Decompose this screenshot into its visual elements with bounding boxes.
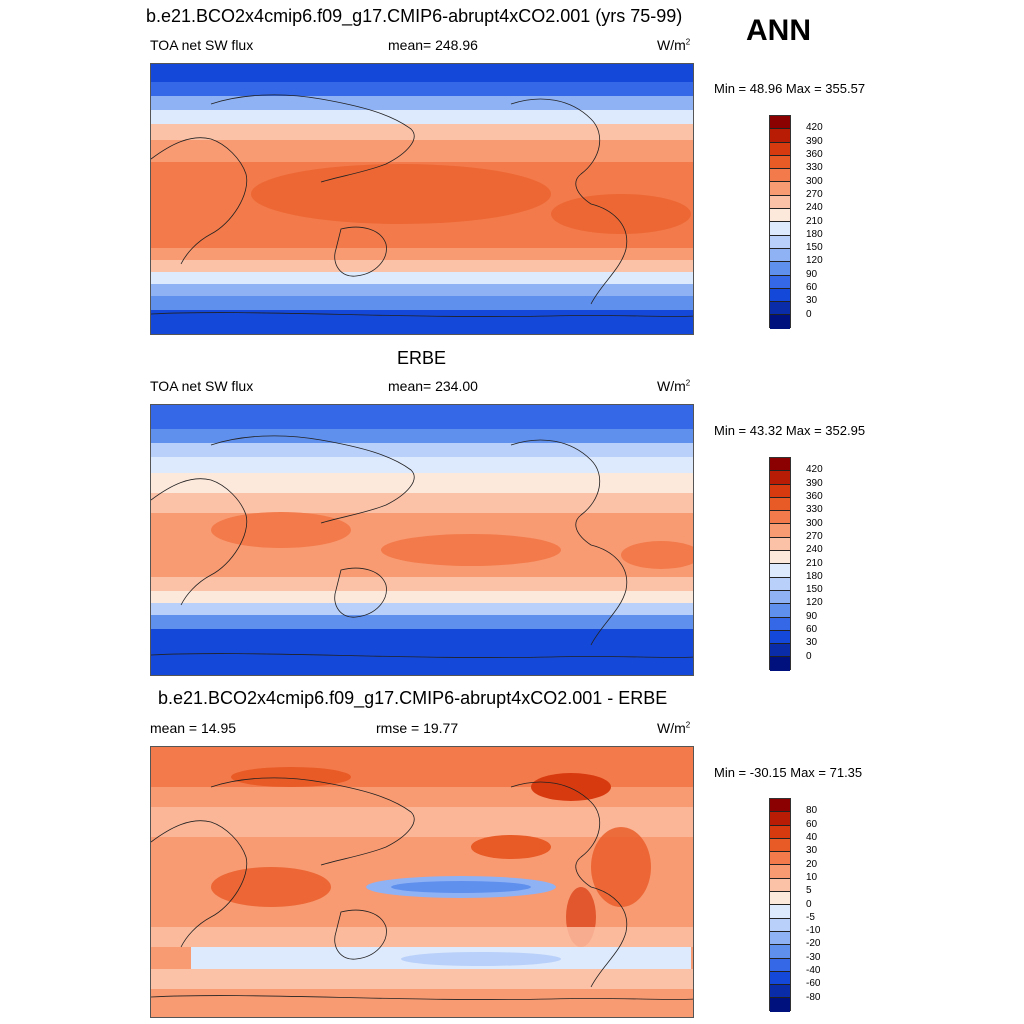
colorbar-tick-label: 270 xyxy=(806,188,823,200)
colorbar-tick-label: 210 xyxy=(806,557,823,569)
colorbar-tick-label: 90 xyxy=(806,268,818,280)
panel3-title: b.e21.BCO2x4cmip6.f09_g17.CMIP6-abrupt4x… xyxy=(158,688,668,708)
colorbar-tick-label: -80 xyxy=(806,991,821,1003)
colorbar-tick-label: 40 xyxy=(806,831,818,843)
colorbar-tick-label: 0 xyxy=(806,898,812,910)
colorbar-tick-label: 120 xyxy=(806,255,823,267)
colorbar-tick-label: 270 xyxy=(806,530,823,542)
panel3-units: W/m2 xyxy=(657,720,691,736)
colorbar-tick-label: 390 xyxy=(806,477,823,489)
panel2-map-svg xyxy=(151,405,693,675)
colorbar-tick-label: 150 xyxy=(806,242,823,254)
panel2-mean-label: mean= 234.00 xyxy=(388,378,478,394)
panel1-map xyxy=(150,63,694,335)
panel3-colorbar xyxy=(769,798,791,1012)
colorbar-tick-label: 420 xyxy=(806,464,823,476)
panel2-minmax: Min = 43.32 Max = 352.95 xyxy=(714,423,866,438)
colorbar-tick-label: 360 xyxy=(806,490,823,502)
panel1-colorbar xyxy=(769,115,791,329)
colorbar-tick-label: -40 xyxy=(806,965,821,977)
panel2-title: ERBE xyxy=(397,348,447,368)
colorbar-tick-label: 20 xyxy=(806,858,818,870)
colorbar-tick-label: 30 xyxy=(806,637,818,649)
panel3-mean-label: mean = 14.95 xyxy=(150,720,237,736)
colorbar-tick-label: 210 xyxy=(806,215,823,227)
colorbar-tick-label: 240 xyxy=(806,544,823,556)
colorbar-tick-label: -30 xyxy=(806,951,821,963)
colorbar-tick-label: 180 xyxy=(806,228,823,240)
colorbar-tick-label: 300 xyxy=(806,517,823,529)
colorbar-tick-label: 60 xyxy=(806,282,818,294)
panel1-mean-label: mean= 248.96 xyxy=(388,37,478,53)
panel3-rmse-label: rmse = 19.77 xyxy=(376,720,459,736)
colorbar-tick-label: 420 xyxy=(806,122,823,134)
colorbar-tick-label: -20 xyxy=(806,938,821,950)
colorbar-tick-label: 60 xyxy=(806,624,818,636)
panel2-colorbar xyxy=(769,457,791,671)
panel2-units: W/m2 xyxy=(657,378,691,394)
colorbar-tick-label: 330 xyxy=(806,504,823,516)
panel1-variable-label: TOA net SW flux xyxy=(150,37,254,53)
colorbar-tick-label: 10 xyxy=(806,871,818,883)
colorbar-tick-label: 150 xyxy=(806,584,823,596)
panel1-title: b.e21.BCO2x4cmip6.f09_g17.CMIP6-abrupt4x… xyxy=(146,6,683,26)
colorbar-tick-label: 240 xyxy=(806,202,823,214)
colorbar-tick-label: 0 xyxy=(806,308,812,320)
panel3-map-svg xyxy=(151,747,693,1017)
panel1-units: W/m2 xyxy=(657,37,691,53)
panel3-map xyxy=(150,746,694,1018)
colorbar-tick-label: 80 xyxy=(806,805,818,817)
colorbar-tick-label: 330 xyxy=(806,162,823,174)
colorbar-tick-label: 120 xyxy=(806,597,823,609)
colorbar-tick-label: 0 xyxy=(806,650,812,662)
colorbar-tick-label: 5 xyxy=(806,885,812,897)
colorbar-tick-label: -5 xyxy=(806,911,815,923)
colorbar-tick-label: -60 xyxy=(806,978,821,990)
panel2-map xyxy=(150,404,694,676)
colorbar-tick-label: 390 xyxy=(806,135,823,147)
colorbar-tick-label: 30 xyxy=(806,295,818,307)
colorbar-tick-label: 60 xyxy=(806,818,818,830)
colorbar-tick-label: 180 xyxy=(806,570,823,582)
colorbar-tick-label: 300 xyxy=(806,175,823,187)
panel2-variable-label: TOA net SW flux xyxy=(150,378,254,394)
colorbar-tick-label: 90 xyxy=(806,610,818,622)
colorbar-tick-label: 360 xyxy=(806,148,823,160)
colorbar-tick-label: -10 xyxy=(806,925,821,937)
panel1-minmax: Min = 48.96 Max = 355.57 xyxy=(714,81,866,96)
season-label: ANN xyxy=(746,14,811,47)
panel1-map-svg xyxy=(151,64,693,334)
colorbar-tick-label: 30 xyxy=(806,845,818,857)
panel3-minmax: Min = -30.15 Max = 71.35 xyxy=(714,765,863,780)
